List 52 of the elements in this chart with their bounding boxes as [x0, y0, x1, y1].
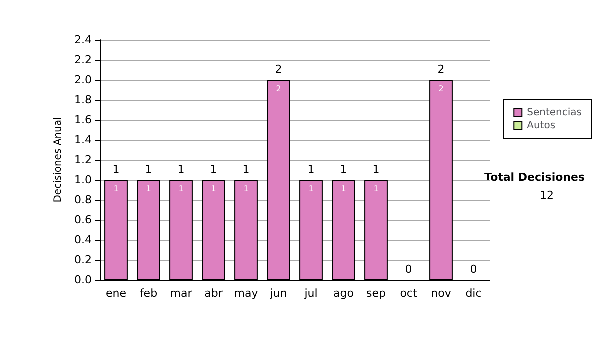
data-label: 1: [374, 184, 379, 194]
y-tick-label: 2.4: [74, 34, 92, 46]
total-label: 2: [275, 63, 282, 76]
x-tick-label: jun: [269, 287, 288, 300]
y-axis-title: Decisiones Anual: [53, 117, 64, 203]
x-tick-label: ago: [334, 287, 354, 300]
y-tick-label: 0.6: [74, 214, 92, 226]
y-tick-label: 0.8: [74, 194, 92, 206]
y-tick-label: 1.2: [74, 154, 92, 166]
total-label: 0: [405, 263, 412, 276]
legend-label: Autos: [527, 120, 556, 132]
y-tick-label: 1.6: [74, 114, 92, 126]
x-tick-label: abr: [204, 287, 224, 300]
x-tick-label: ene: [106, 287, 127, 300]
data-label: 1: [178, 184, 184, 194]
total-label: 2: [438, 63, 445, 76]
y-tick-label: 0.0: [74, 274, 92, 286]
total-label: 1: [112, 163, 120, 176]
x-tick-label: mar: [170, 287, 193, 300]
data-label: 1: [114, 184, 119, 194]
data-label: 1: [244, 184, 249, 194]
legend-label: Sentencias: [527, 108, 582, 118]
y-tick-label: 2.0: [74, 74, 92, 86]
total-label: 1: [210, 163, 218, 176]
total-label: 1: [308, 163, 315, 176]
x-tick-label: oct: [400, 287, 418, 300]
total-label: 1: [242, 163, 250, 176]
x-tick-label: nov: [431, 287, 452, 300]
y-tick-label: 2.2: [74, 54, 92, 66]
y-tick-label: 1.8: [74, 94, 92, 106]
y-tick-label: 0.2: [74, 254, 92, 266]
data-label: 1: [308, 184, 314, 194]
y-tick-label: 0.4: [74, 234, 92, 246]
data-label: 1: [211, 184, 216, 194]
annotation: Total Decisiones: [484, 171, 586, 184]
total-label: 0: [470, 263, 478, 276]
x-tick-label: dic: [466, 287, 482, 300]
total-label: 1: [178, 163, 185, 176]
data-label: 1: [341, 184, 346, 194]
data-label: 1: [146, 184, 152, 194]
total-label: 1: [340, 163, 348, 176]
y-tick-label: 1.0: [74, 174, 92, 186]
text: 12: [540, 189, 554, 202]
x-tick-label: jul: [304, 287, 318, 300]
total-label: 1: [372, 163, 380, 176]
y-tick-label: 1.4: [74, 134, 92, 146]
total-label: 1: [145, 163, 152, 176]
data-label: 2: [438, 84, 444, 94]
x-tick-label: sep: [366, 287, 386, 300]
x-tick-label: feb: [140, 287, 158, 300]
data-label: 2: [276, 84, 282, 94]
x-tick-label: may: [234, 287, 259, 300]
